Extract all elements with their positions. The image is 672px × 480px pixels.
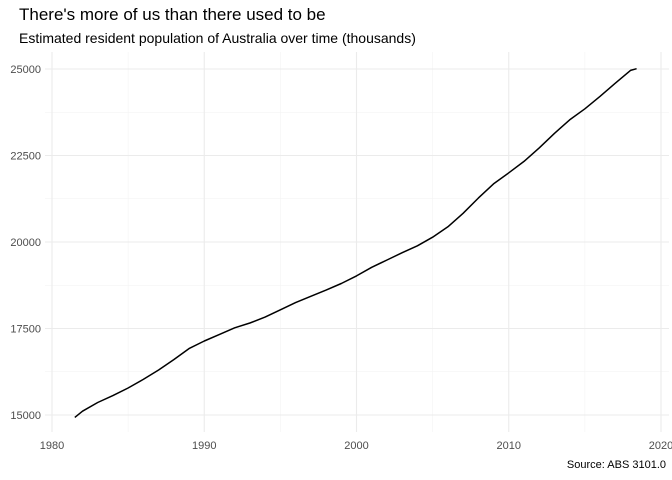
y-tick-label: 25000 xyxy=(10,64,41,76)
y-tick-label: 22500 xyxy=(10,151,41,163)
x-tick-label: 1980 xyxy=(40,440,64,452)
chart-subtitle: Estimated resident population of Austral… xyxy=(19,30,416,46)
x-tick-label: 2020 xyxy=(649,440,672,452)
chart-title: There's more of us than there used to be xyxy=(19,5,326,24)
x-tick-label: 1990 xyxy=(192,440,216,452)
x-tick-label: 2000 xyxy=(344,440,368,452)
y-tick-label: 17500 xyxy=(10,324,41,336)
y-tick-labels: 15000 17500 20000 22500 25000 xyxy=(10,64,41,422)
x-tick-label: 2010 xyxy=(497,440,521,452)
grid-major xyxy=(45,52,669,432)
x-tick-labels: 1980 1990 2000 2010 2020 xyxy=(40,440,672,452)
chart-caption: Source: ABS 3101.0 xyxy=(566,459,666,471)
population-line xyxy=(74,67,637,418)
y-tick-label: 15000 xyxy=(10,410,41,422)
y-tick-label: 20000 xyxy=(10,237,41,249)
